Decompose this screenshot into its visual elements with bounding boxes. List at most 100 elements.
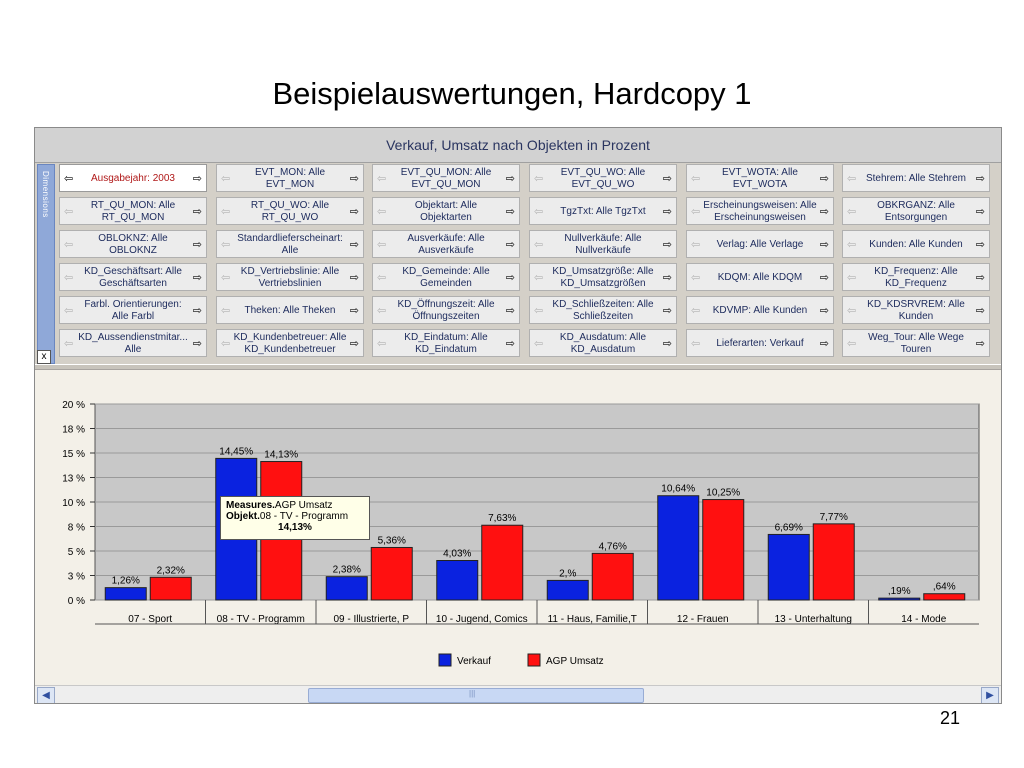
arrow-left-icon[interactable]: ⇦ [64,239,74,251]
dimension-button-r5-c3[interactable]: ⇦ KD_Öffnungszeit: Alle Öffnungszeiten ⇨ [372,296,520,324]
arrow-right-icon[interactable]: ⇨ [192,239,202,251]
dimension-button-r6-c2[interactable]: ⇦ KD_Kundenbetreuer: Alle KD_Kundenbetreu… [216,329,364,357]
arrow-left-icon[interactable]: ⇦ [847,305,857,317]
dimension-button-r6-c4[interactable]: ⇦ KD_Ausdatum: Alle KD_Ausdatum ⇨ [529,329,677,357]
arrow-right-icon[interactable]: ⇨ [662,338,672,350]
dimension-button-r2-c4[interactable]: ⇦ TgzTxt: Alle TgzTxt ⇨ [529,197,677,225]
arrow-left-icon[interactable]: ⇦ [847,272,857,284]
arrow-left-icon[interactable]: ⇦ [691,272,701,284]
dimension-button-r2-c1[interactable]: ⇦ RT_QU_MON: Alle RT_QU_MON ⇨ [59,197,207,225]
dimension-button-r1-c5[interactable]: ⇦ EVT_WOTA: Alle EVT_WOTA ⇨ [686,164,834,192]
arrow-right-icon[interactable]: ⇨ [192,305,202,317]
scroll-left-icon[interactable]: ◀ [37,687,55,703]
dimension-button-r3-c6[interactable]: ⇦ Kunden: Alle Kunden ⇨ [842,230,990,258]
arrow-right-icon[interactable]: ⇨ [975,173,985,185]
arrow-right-icon[interactable]: ⇨ [505,173,515,185]
scroll-thumb[interactable]: ||| [308,688,644,703]
arrow-right-icon[interactable]: ⇨ [975,206,985,218]
dimension-button-r2-c3[interactable]: ⇦ Objektart: Alle Objektarten ⇨ [372,197,520,225]
dimension-button-r2-c5[interactable]: ⇦ Erscheinungsweisen: Alle Erscheinungswe… [686,197,834,225]
arrow-right-icon[interactable]: ⇨ [349,338,359,350]
arrow-right-icon[interactable]: ⇨ [192,173,202,185]
arrow-right-icon[interactable]: ⇨ [505,239,515,251]
dimension-button-r5-c5[interactable]: ⇦ KDVMP: Alle Kunden ⇨ [686,296,834,324]
arrow-right-icon[interactable]: ⇨ [349,272,359,284]
arrow-left-icon[interactable]: ⇦ [221,239,231,251]
arrow-left-icon[interactable]: ⇦ [691,173,701,185]
arrow-right-icon[interactable]: ⇨ [975,239,985,251]
arrow-left-icon[interactable]: ⇦ [534,173,544,185]
arrow-left-icon[interactable]: ⇦ [64,173,74,185]
arrow-left-icon[interactable]: ⇦ [221,305,231,317]
dimension-button-r3-c4[interactable]: ⇦ Nullverkäufe: Alle Nullverkäufe ⇨ [529,230,677,258]
dimension-button-r4-c2[interactable]: ⇦ KD_Vertriebslinie: Alle Vertriebslinien… [216,263,364,291]
horizontal-scrollbar[interactable]: ◀ ||| ▶ [35,685,1001,703]
arrow-left-icon[interactable]: ⇦ [847,206,857,218]
arrow-left-icon[interactable]: ⇦ [64,305,74,317]
dimension-button-r1-c6[interactable]: ⇦ Stehrem: Alle Stehrem ⇨ [842,164,990,192]
arrow-right-icon[interactable]: ⇨ [819,173,829,185]
dimension-button-r4-c5[interactable]: ⇦ KDQM: Alle KDQM ⇨ [686,263,834,291]
dimension-button-r6-c3[interactable]: ⇦ KD_Eindatum: Alle KD_Eindatum ⇨ [372,329,520,357]
arrow-left-icon[interactable]: ⇦ [377,305,387,317]
dimension-button-r3-c5[interactable]: ⇦ Verlag: Alle Verlage ⇨ [686,230,834,258]
dimension-button-r1-c2[interactable]: ⇦ EVT_MON: Alle EVT_MON ⇨ [216,164,364,192]
dimension-button-r2-c2[interactable]: ⇦ RT_QU_WO: Alle RT_QU_WO ⇨ [216,197,364,225]
arrow-left-icon[interactable]: ⇦ [64,272,74,284]
arrow-right-icon[interactable]: ⇨ [662,173,672,185]
arrow-right-icon[interactable]: ⇨ [819,338,829,350]
arrow-left-icon[interactable]: ⇦ [691,206,701,218]
dimension-button-r4-c3[interactable]: ⇦ KD_Gemeinde: Alle Gemeinden ⇨ [372,263,520,291]
arrow-left-icon[interactable]: ⇦ [847,338,857,350]
arrow-right-icon[interactable]: ⇨ [819,206,829,218]
dimension-button-r1-c1[interactable]: ⇦ Ausgabejahr: 2003 ⇨ [59,164,207,192]
scroll-right-icon[interactable]: ▶ [981,687,999,703]
arrow-right-icon[interactable]: ⇨ [349,206,359,218]
dimension-button-r5-c6[interactable]: ⇦ KD_KDSRVREM: Alle Kunden ⇨ [842,296,990,324]
arrow-left-icon[interactable]: ⇦ [691,239,701,251]
arrow-right-icon[interactable]: ⇨ [505,338,515,350]
dimension-button-r4-c6[interactable]: ⇦ KD_Frequenz: Alle KD_Frequenz ⇨ [842,263,990,291]
arrow-right-icon[interactable]: ⇨ [505,272,515,284]
arrow-right-icon[interactable]: ⇨ [662,206,672,218]
arrow-left-icon[interactable]: ⇦ [534,239,544,251]
dimension-button-r3-c1[interactable]: ⇦ OBLOKNZ: Alle OBLOKNZ ⇨ [59,230,207,258]
arrow-right-icon[interactable]: ⇨ [192,338,202,350]
arrow-right-icon[interactable]: ⇨ [349,239,359,251]
arrow-left-icon[interactable]: ⇦ [534,305,544,317]
arrow-left-icon[interactable]: ⇦ [534,272,544,284]
arrow-left-icon[interactable]: ⇦ [221,272,231,284]
arrow-right-icon[interactable]: ⇨ [819,239,829,251]
dimension-button-r5-c1[interactable]: ⇦ Farbl. Orientierungen: Alle Farbl ⇨ [59,296,207,324]
arrow-left-icon[interactable]: ⇦ [64,338,74,350]
arrow-left-icon[interactable]: ⇦ [64,206,74,218]
arrow-left-icon[interactable]: ⇦ [534,338,544,350]
arrow-right-icon[interactable]: ⇨ [505,206,515,218]
arrow-left-icon[interactable]: ⇦ [377,272,387,284]
dimension-button-r6-c6[interactable]: ⇦ Weg_Tour: Alle Wege Touren ⇨ [842,329,990,357]
arrow-right-icon[interactable]: ⇨ [192,206,202,218]
arrow-right-icon[interactable]: ⇨ [975,272,985,284]
arrow-left-icon[interactable]: ⇦ [221,338,231,350]
arrow-left-icon[interactable]: ⇦ [847,173,857,185]
arrow-right-icon[interactable]: ⇨ [349,173,359,185]
dimension-button-r6-c1[interactable]: ⇦ KD_Aussendienstmitar... Alle ⇨ [59,329,207,357]
arrow-right-icon[interactable]: ⇨ [819,305,829,317]
dimension-button-r1-c4[interactable]: ⇦ EVT_QU_WO: Alle EVT_QU_WO ⇨ [529,164,677,192]
close-icon[interactable]: x [37,350,51,364]
dimension-button-r2-c6[interactable]: ⇦ OBKRGANZ: Alle Entsorgungen ⇨ [842,197,990,225]
arrow-left-icon[interactable]: ⇦ [377,173,387,185]
arrow-right-icon[interactable]: ⇨ [975,338,985,350]
arrow-right-icon[interactable]: ⇨ [975,305,985,317]
dimension-button-r4-c1[interactable]: ⇦ KD_Geschäftsart: Alle Geschäftsarten ⇨ [59,263,207,291]
dimension-strip[interactable]: Dimensions [37,164,55,364]
dimension-button-r6-c5[interactable]: ⇦ Lieferarten: Verkauf ⇨ [686,329,834,357]
arrow-left-icon[interactable]: ⇦ [377,239,387,251]
dimension-button-r3-c3[interactable]: ⇦ Ausverkäufe: Alle Ausverkäufe ⇨ [372,230,520,258]
arrow-right-icon[interactable]: ⇨ [505,305,515,317]
arrow-left-icon[interactable]: ⇦ [691,305,701,317]
arrow-right-icon[interactable]: ⇨ [662,272,672,284]
dimension-button-r1-c3[interactable]: ⇦ EVT_QU_MON: Alle EVT_QU_MON ⇨ [372,164,520,192]
arrow-left-icon[interactable]: ⇦ [377,206,387,218]
dimension-button-r3-c2[interactable]: ⇦ Standardlieferscheinart: Alle ⇨ [216,230,364,258]
